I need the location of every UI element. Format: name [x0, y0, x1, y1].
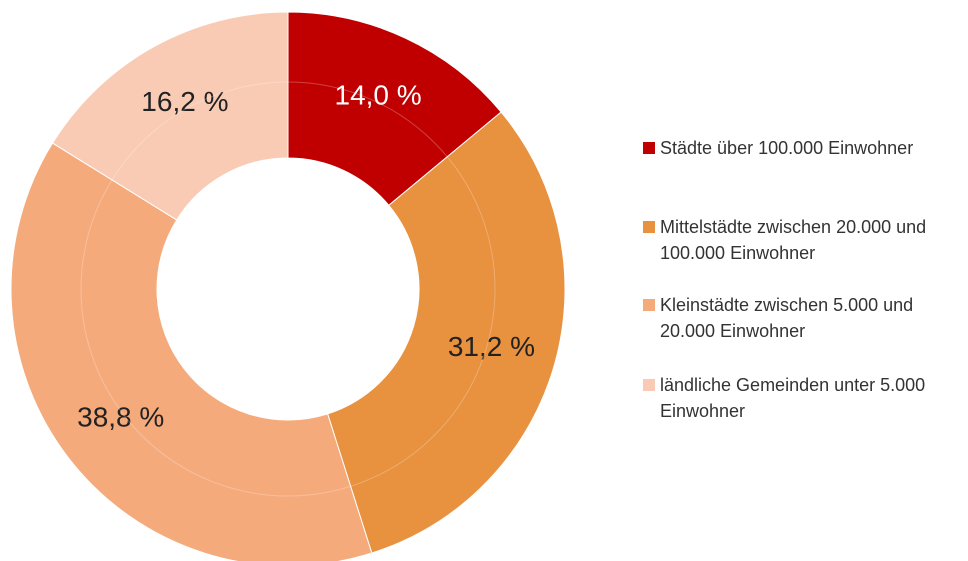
slice: [287, 11, 502, 207]
legend-label: ländliche Gemeinden unter 5.000 Einwohne…: [660, 375, 926, 421]
data-label: 14,0 %: [335, 79, 422, 110]
legend-entry: ländliche Gemeinden unter 5.000 Einwohne…: [640, 372, 960, 424]
data-label: 16,2 %: [141, 86, 228, 117]
data-label: 31,2 %: [448, 331, 535, 362]
legend-label: Mittelstädte zwischen 20.000 und 100.000…: [660, 217, 927, 263]
legend-label: Kleinstädte zwischen 5.000 und 20.000 Ei…: [660, 295, 914, 341]
slice: [51, 11, 289, 221]
data-label: 38,8 %: [77, 402, 164, 433]
legend-entry: Städte über 100.000 Einwohner: [640, 135, 960, 161]
legend-swatch: [643, 221, 655, 233]
inner-ring: [80, 81, 496, 497]
legend-swatch: [643, 299, 655, 311]
legend-entry: Kleinstädte zwischen 5.000 und 20.000 Ei…: [640, 292, 960, 344]
legend-label: Städte über 100.000 Einwohner: [660, 138, 914, 158]
slice: [10, 142, 373, 561]
legend-swatch: [643, 142, 655, 154]
legend-swatch: [643, 379, 655, 391]
slice: [326, 111, 566, 554]
legend-entry: Mittelstädte zwischen 20.000 und 100.000…: [640, 214, 960, 266]
